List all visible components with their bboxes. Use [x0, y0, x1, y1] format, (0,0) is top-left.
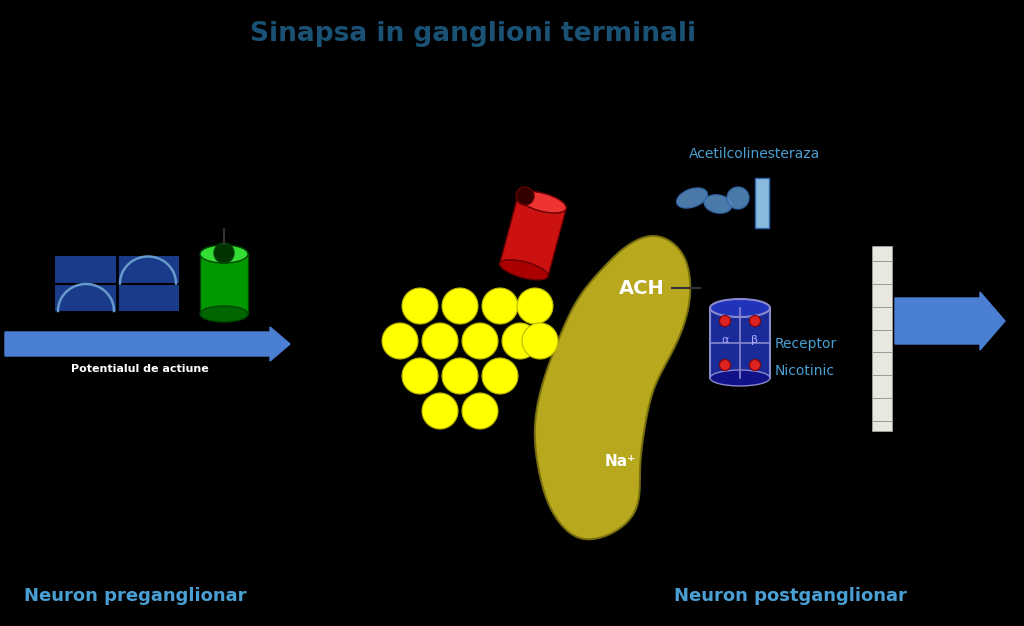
- Circle shape: [516, 187, 534, 205]
- Text: ACH: ACH: [620, 279, 665, 297]
- Circle shape: [402, 358, 438, 394]
- Text: Na⁺: Na⁺: [604, 453, 636, 468]
- Bar: [872, 246, 892, 431]
- Circle shape: [442, 288, 478, 324]
- Circle shape: [462, 393, 498, 429]
- Text: Acetilcolinesteraza: Acetilcolinesteraza: [689, 147, 820, 161]
- Circle shape: [750, 316, 761, 327]
- Circle shape: [720, 316, 730, 327]
- Text: Neuron postganglionar: Neuron postganglionar: [674, 587, 906, 605]
- Text: β: β: [752, 335, 759, 345]
- Text: Neuron preganglionar: Neuron preganglionar: [24, 587, 246, 605]
- FancyArrow shape: [895, 292, 1005, 350]
- Circle shape: [750, 359, 761, 371]
- Bar: [710, 308, 770, 378]
- Bar: [755, 178, 769, 228]
- Ellipse shape: [200, 306, 248, 322]
- Circle shape: [422, 323, 458, 359]
- Circle shape: [502, 323, 538, 359]
- Ellipse shape: [710, 299, 770, 317]
- Circle shape: [382, 323, 418, 359]
- Text: Potentialul de actiune: Potentialul de actiune: [71, 364, 209, 374]
- FancyArrow shape: [5, 327, 290, 361]
- Circle shape: [422, 393, 458, 429]
- Circle shape: [522, 323, 558, 359]
- Bar: [200, 254, 248, 314]
- Bar: [500, 196, 566, 276]
- Ellipse shape: [200, 245, 248, 263]
- Text: Nicotinic: Nicotinic: [775, 364, 835, 378]
- Polygon shape: [535, 236, 690, 539]
- Ellipse shape: [500, 260, 548, 280]
- Ellipse shape: [677, 188, 708, 208]
- Ellipse shape: [705, 195, 732, 213]
- Circle shape: [720, 359, 730, 371]
- Text: Receptor: Receptor: [775, 337, 838, 351]
- Circle shape: [402, 288, 438, 324]
- Circle shape: [214, 243, 234, 263]
- Circle shape: [462, 323, 498, 359]
- Circle shape: [482, 358, 518, 394]
- Text: Sinapsa in ganglioni terminali: Sinapsa in ganglioni terminali: [250, 21, 696, 47]
- Circle shape: [442, 358, 478, 394]
- Ellipse shape: [727, 187, 749, 209]
- Ellipse shape: [518, 192, 566, 213]
- Bar: [55, 256, 117, 311]
- Ellipse shape: [710, 370, 770, 386]
- Circle shape: [482, 288, 518, 324]
- Text: α: α: [721, 335, 729, 345]
- Circle shape: [517, 288, 553, 324]
- Bar: [117, 256, 179, 311]
